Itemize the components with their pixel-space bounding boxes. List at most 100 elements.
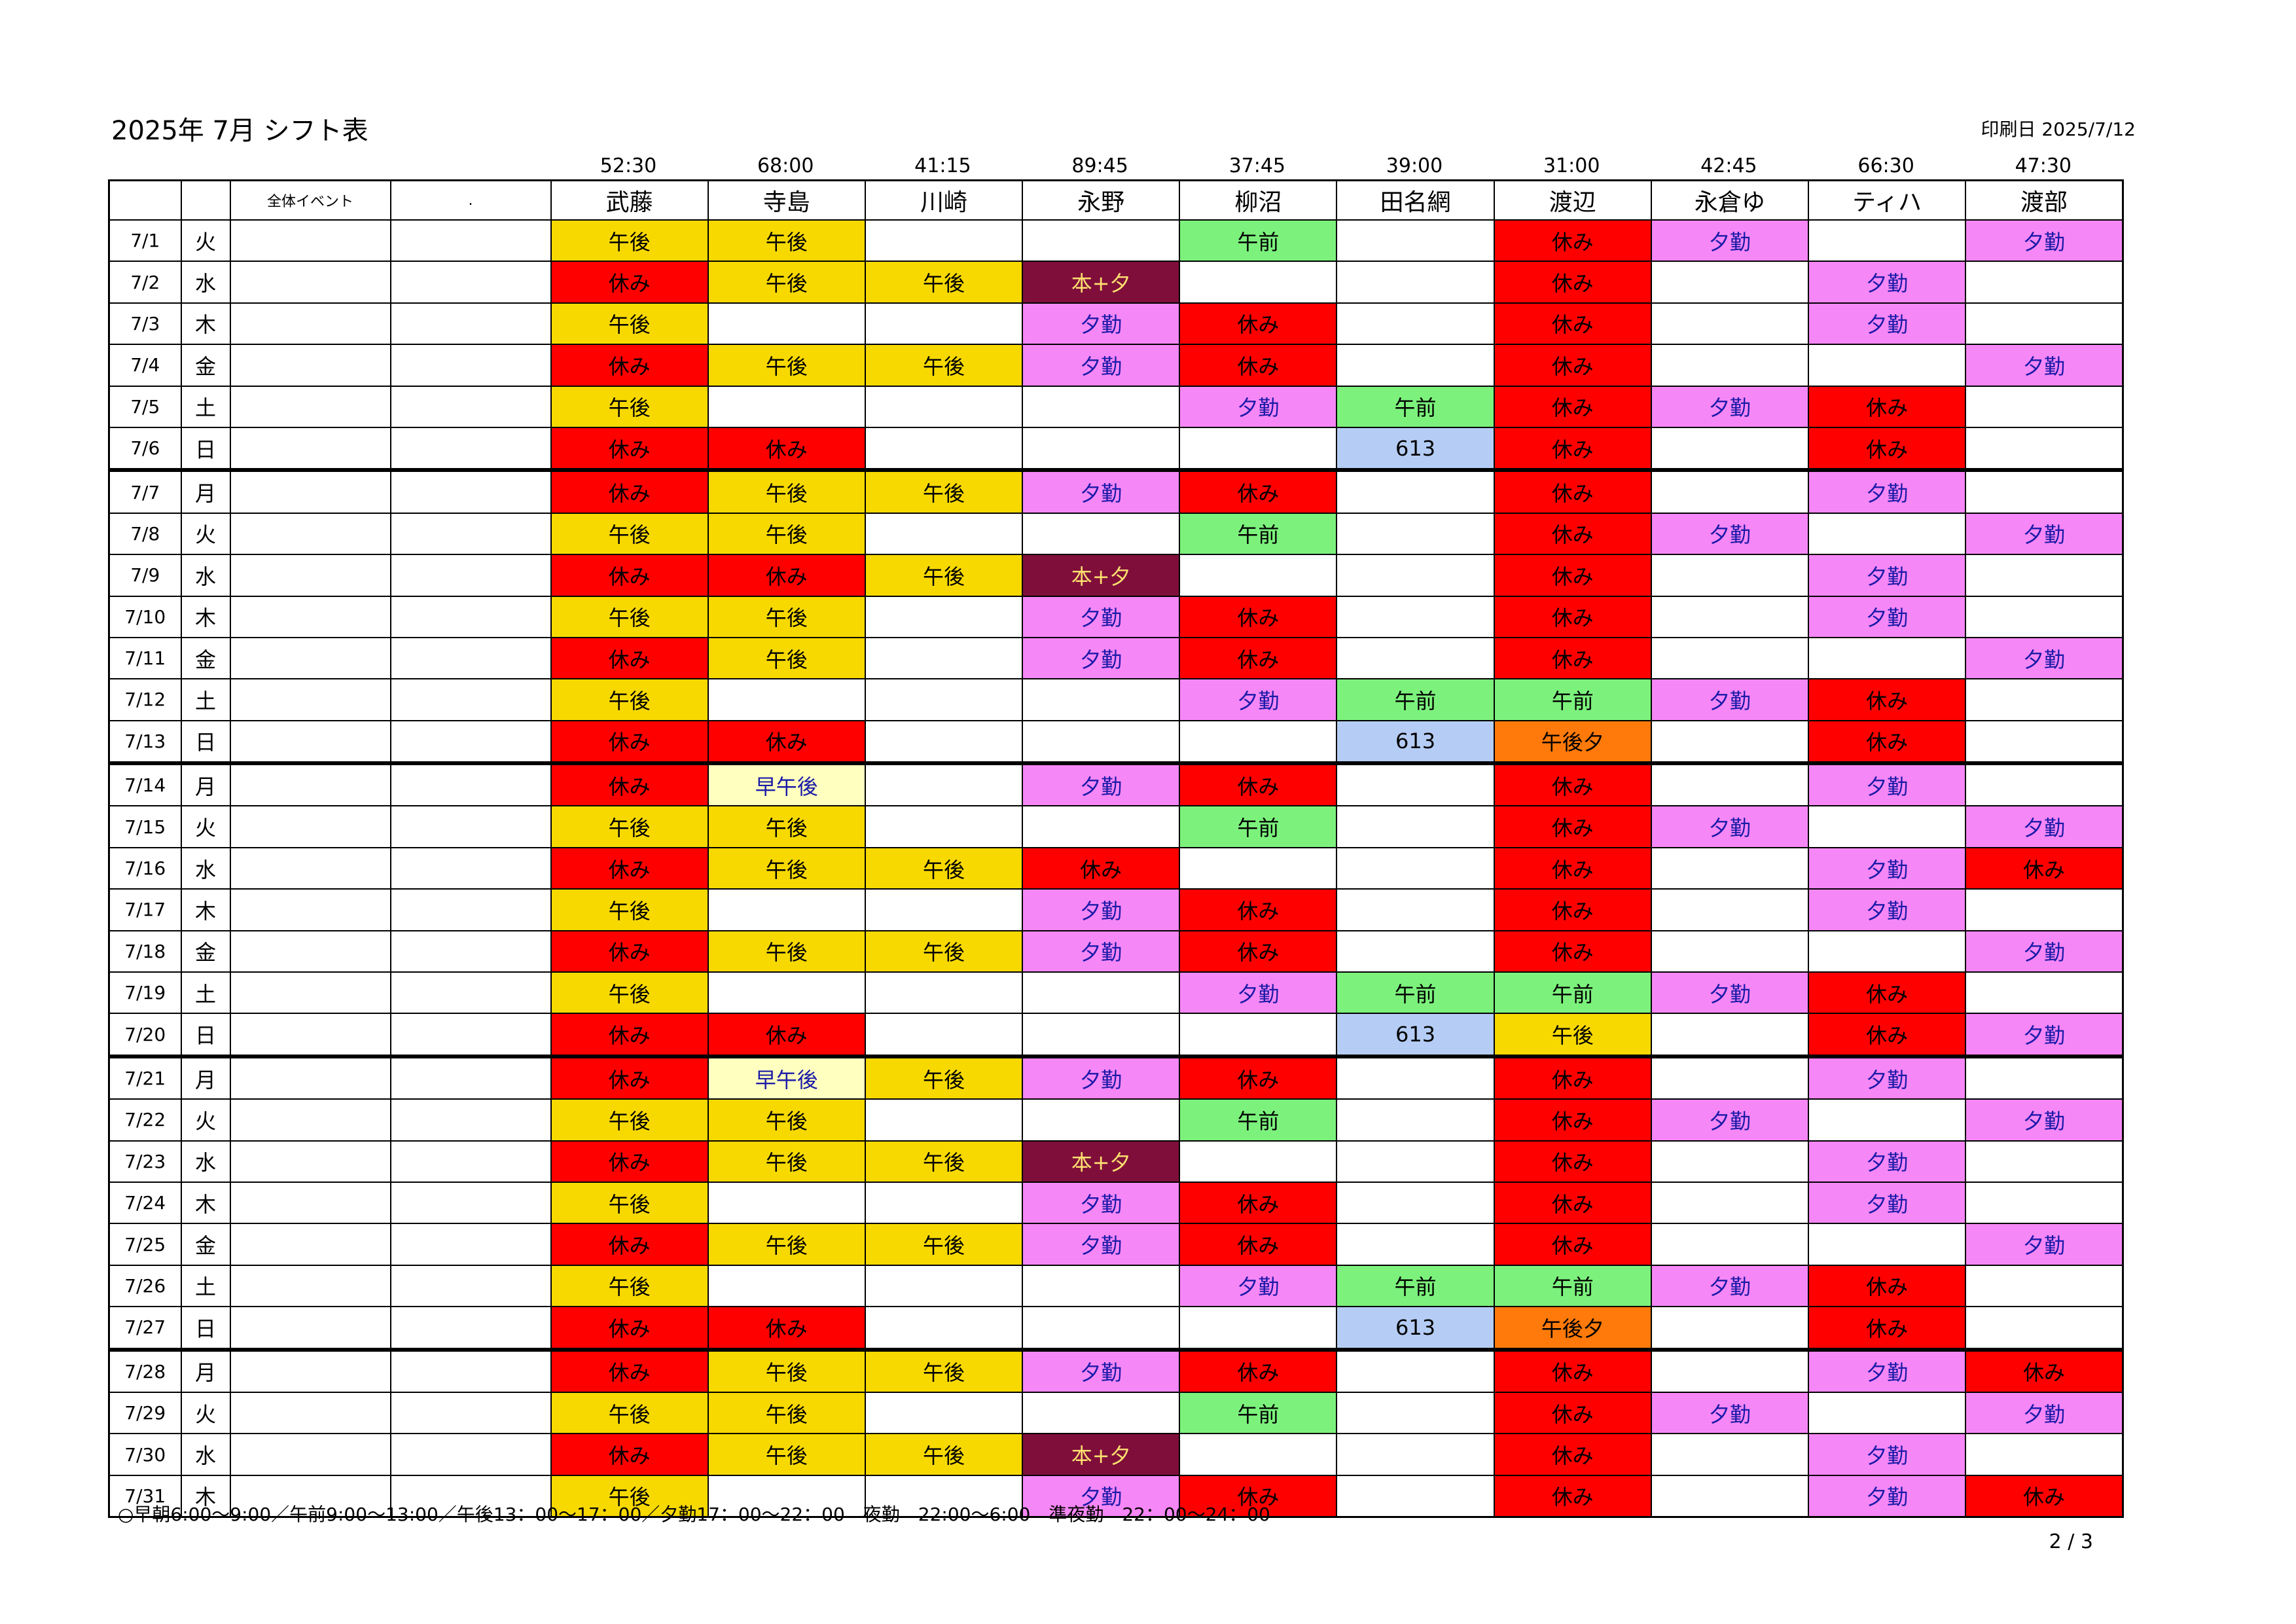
shift-cell [1179, 426, 1338, 471]
shift-cell: 午後夕 [1493, 719, 1652, 765]
shift-cell: 休み [1807, 1306, 1967, 1350]
person-hours: 68:00 [757, 154, 814, 177]
shift-cell [1336, 1474, 1495, 1518]
shift-cell [1650, 761, 1810, 807]
date-cell: 7/24 [108, 1181, 182, 1225]
shift-cell: 夕勤 [1179, 971, 1338, 1015]
blank-cell [389, 719, 552, 765]
shift-cell [1179, 261, 1338, 304]
shift-cell: 午後 [707, 512, 866, 556]
shift-cell [864, 512, 1024, 556]
shift-cell [1336, 846, 1495, 890]
shift-cell: 休み [1493, 1098, 1652, 1142]
shift-cell [707, 678, 866, 721]
shift-cell: 午後 [550, 219, 709, 262]
person-header: 渡部 [1965, 179, 2124, 221]
person-hours: 42:45 [1700, 154, 1757, 177]
shift-cell [864, 1391, 1024, 1435]
table-body: 7/1 火午後 午後 午前 休み 夕勤 夕勤 7/2 水休み 午後 午後 本+夕 休み 夕勤 7/3 木午後夕… [108, 219, 2124, 1518]
shift-cell [1179, 1140, 1338, 1183]
shift-cell [1022, 719, 1181, 765]
event-cell [229, 678, 391, 721]
shift-cell: 休み [550, 719, 709, 765]
table-row: 7/25 金休み 午後 午後 夕勤 休み 休み 夕勤 [108, 1223, 2124, 1266]
shift-cell [1022, 1098, 1181, 1142]
shift-cell: 夕勤 [1965, 1098, 2124, 1142]
date-cell: 7/5 [108, 385, 182, 428]
shift-cell [1650, 888, 1810, 931]
event-cell [229, 1391, 391, 1435]
weekday-cell: 木 [180, 888, 231, 931]
shift-cell: 午前 [1336, 1264, 1495, 1308]
person-header: 武藤 [550, 179, 709, 221]
shift-cell [1179, 719, 1338, 765]
blank-cell [389, 971, 552, 1015]
shift-cell: 午前 [1179, 219, 1338, 262]
shift-cell: 休み [1493, 344, 1652, 387]
shift-cell: 午後 [864, 1347, 1024, 1393]
shift-cell: 休み [1179, 888, 1338, 931]
shift-cell [864, 595, 1024, 638]
shift-cell: 夕勤 [1650, 1391, 1810, 1435]
shift-cell [1336, 636, 1495, 680]
table-row: 7/9 水休み 休み 午後 本+夕 休み 夕勤 [108, 554, 2124, 597]
shift-cell: 夕勤 [1022, 761, 1181, 807]
shift-cell: 613 [1336, 1306, 1495, 1350]
shift-cell: 早午後 [707, 1054, 866, 1100]
table-row: 7/20 日休み 休み 613 午後 休み 夕勤 [108, 1013, 2124, 1057]
weekday-cell: 木 [180, 302, 231, 346]
shift-cell: 午後 [550, 1181, 709, 1225]
shift-cell: 午後 [550, 1391, 709, 1435]
shift-cell: 午後 [707, 1347, 866, 1393]
shift-cell: 夕勤 [1650, 971, 1810, 1015]
shift-cell: 休み [1179, 1347, 1338, 1393]
event-cell [229, 344, 391, 387]
shift-cell: 夕勤 [1807, 261, 1967, 304]
blank-cell [389, 846, 552, 890]
shift-cell [707, 888, 866, 931]
person-hours: 37:45 [1229, 154, 1286, 177]
shift-cell [864, 1474, 1024, 1518]
blank-cell [389, 302, 552, 346]
shift-cell [864, 1306, 1024, 1350]
shift-cell: 午前 [1336, 678, 1495, 721]
weekday-cell: 火 [180, 219, 231, 262]
shift-cell: 夕勤 [1965, 219, 2124, 262]
weekday-cell: 水 [180, 1433, 231, 1476]
shift-cell [1965, 1140, 2124, 1183]
blank-cell [389, 1306, 552, 1350]
date-cell: 7/11 [108, 636, 182, 680]
shift-cell [1336, 468, 1495, 514]
shift-cell [707, 385, 866, 428]
shift-cell [1807, 805, 1967, 848]
shift-cell [1807, 1223, 1967, 1266]
event-cell [229, 219, 391, 262]
shift-cell [1336, 344, 1495, 387]
date-cell: 7/13 [108, 719, 182, 765]
shift-cell [1965, 1181, 2124, 1225]
weekday-cell: 月 [180, 761, 231, 807]
shift-cell: 午後 [707, 1391, 866, 1435]
event-cell [229, 1264, 391, 1308]
date-cell: 7/17 [108, 888, 182, 931]
date-cell: 7/3 [108, 302, 182, 346]
shift-cell [1965, 678, 2124, 721]
shift-cell: 夕勤 [1022, 1223, 1181, 1266]
weekday-cell: 土 [180, 678, 231, 721]
shift-cell [1965, 468, 2124, 514]
shift-cell: 休み [550, 929, 709, 973]
event-cell [229, 1223, 391, 1266]
weekday-cell: 土 [180, 1264, 231, 1308]
shift-cell [1650, 1223, 1810, 1266]
shift-cell [1965, 888, 2124, 931]
shift-cell [864, 971, 1024, 1015]
person-header: 柳沼 [1179, 179, 1338, 221]
shift-cell: 夕勤 [1022, 1474, 1181, 1518]
shift-cell: 早午後 [707, 761, 866, 807]
shift-cell [1336, 219, 1495, 262]
event-cell [229, 1306, 391, 1350]
table-row: 7/31 木午後 夕勤 休み 休み 夕勤 休み [108, 1474, 2124, 1518]
weekday-cell: 火 [180, 1391, 231, 1435]
shift-cell: 午後 [864, 846, 1024, 890]
date-cell: 7/9 [108, 554, 182, 597]
